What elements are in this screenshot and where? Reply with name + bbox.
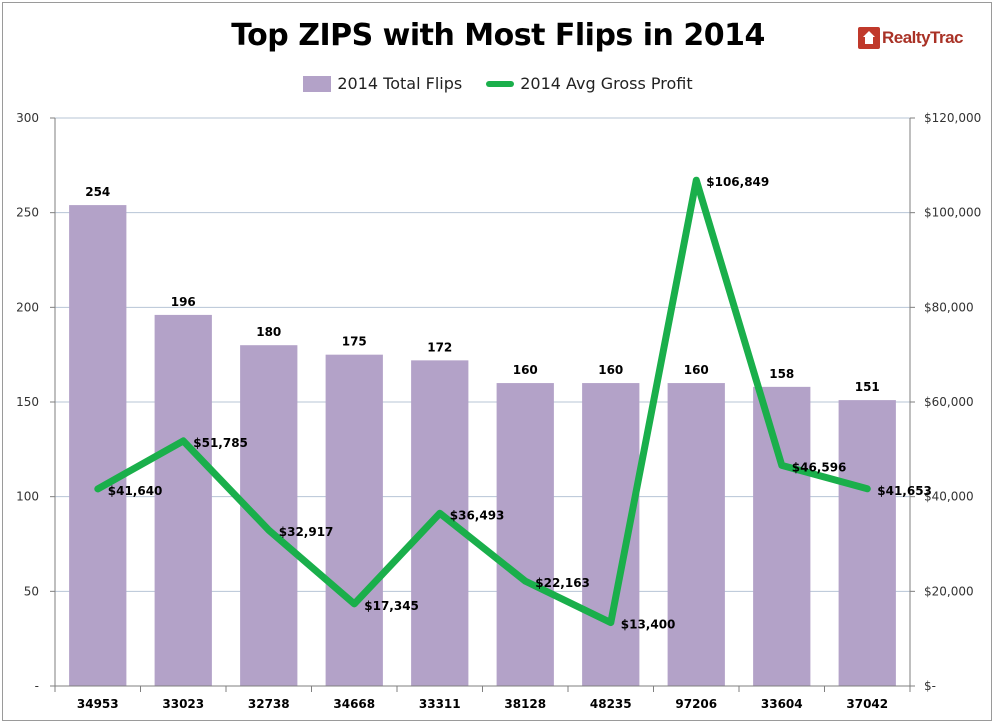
- category-label: 33311: [419, 697, 461, 711]
- bar-value-label: 175: [342, 335, 367, 349]
- category-label: 32738: [248, 697, 290, 711]
- profit-value-label: $106,849: [706, 175, 769, 189]
- bar: [325, 354, 383, 686]
- bar: [240, 345, 298, 686]
- profit-point: [866, 487, 869, 490]
- left-tick-label: 200: [16, 300, 39, 314]
- profit-value-label: $41,640: [108, 484, 163, 498]
- right-tick-label: $20,000: [924, 584, 974, 598]
- legend: 2014 Total Flips 2014 Avg Gross Profit: [0, 74, 996, 93]
- house-icon: [858, 27, 880, 49]
- bar-value-label: 196: [171, 295, 196, 309]
- legend-item-total-flips: 2014 Total Flips: [303, 74, 462, 93]
- bar-value-label: 160: [513, 363, 538, 377]
- category-label: 38128: [504, 697, 546, 711]
- profit-point: [780, 464, 783, 467]
- profit-point: [96, 487, 99, 490]
- category-label: 34953: [77, 697, 119, 711]
- profit-value-label: $32,917: [279, 525, 334, 539]
- profit-value-label: $46,596: [792, 460, 847, 474]
- profit-point: [267, 529, 270, 532]
- category-label: 33604: [761, 697, 803, 711]
- right-tick-label: $100,000: [924, 206, 981, 220]
- right-tick-label: $-: [924, 679, 936, 693]
- left-tick-label: 250: [16, 206, 39, 220]
- left-tick-label: 100: [16, 490, 39, 504]
- category-label: 34668: [333, 697, 375, 711]
- left-tick-label: -: [35, 679, 39, 693]
- profit-value-label: $41,653: [877, 484, 932, 498]
- left-tick-label: 50: [24, 584, 39, 598]
- category-label: 33023: [162, 697, 204, 711]
- logo-text: RealtyTrac: [882, 28, 964, 47]
- bar: [69, 205, 127, 687]
- right-tick-label: $40,000: [924, 490, 974, 504]
- profit-point: [182, 439, 185, 442]
- realtytrac-logo: RealtyTrac: [858, 26, 964, 50]
- legend-swatch-line: [486, 80, 515, 87]
- profit-point: [353, 602, 356, 605]
- bar-value-label: 160: [684, 363, 709, 377]
- profit-point: [524, 580, 527, 583]
- profit-point: [695, 179, 698, 182]
- bar-value-label: 158: [769, 367, 794, 381]
- profit-point: [609, 621, 612, 624]
- profit-value-label: $36,493: [450, 508, 505, 522]
- bar-value-label: 172: [427, 340, 452, 354]
- left-tick-label: 300: [16, 111, 39, 125]
- profit-value-label: $17,345: [364, 599, 419, 613]
- bar: [496, 383, 554, 686]
- right-tick-label: $120,000: [924, 111, 981, 125]
- right-tick-label: $60,000: [924, 395, 974, 409]
- legend-item-avg-gross-profit: 2014 Avg Gross Profit: [486, 74, 693, 93]
- bar: [411, 360, 469, 686]
- legend-label-total-flips: 2014 Total Flips: [337, 74, 463, 93]
- bar: [154, 314, 212, 686]
- profit-point: [438, 512, 441, 515]
- profit-value-label: $13,400: [621, 618, 676, 632]
- bar: [838, 400, 896, 686]
- category-label: 37042: [846, 697, 888, 711]
- category-label: 97206: [675, 697, 717, 711]
- legend-swatch-bar: [303, 75, 332, 92]
- bar: [667, 383, 725, 686]
- bar-value-label: 180: [256, 325, 281, 339]
- profit-value-label: $51,785: [193, 436, 248, 450]
- bar-value-label: 151: [855, 380, 880, 394]
- left-tick-label: 150: [16, 395, 39, 409]
- profit-value-label: $22,163: [535, 576, 590, 590]
- right-tick-label: $80,000: [924, 300, 974, 314]
- bar: [753, 386, 811, 686]
- legend-label-avg-gross-profit: 2014 Avg Gross Profit: [520, 74, 693, 93]
- category-label: 48235: [590, 697, 632, 711]
- bar-value-label: 254: [85, 185, 110, 199]
- chart-title: Top ZIPS with Most Flips in 2014: [231, 18, 765, 53]
- profit-line: [94, 176, 871, 627]
- bar-value-label: 160: [598, 363, 623, 377]
